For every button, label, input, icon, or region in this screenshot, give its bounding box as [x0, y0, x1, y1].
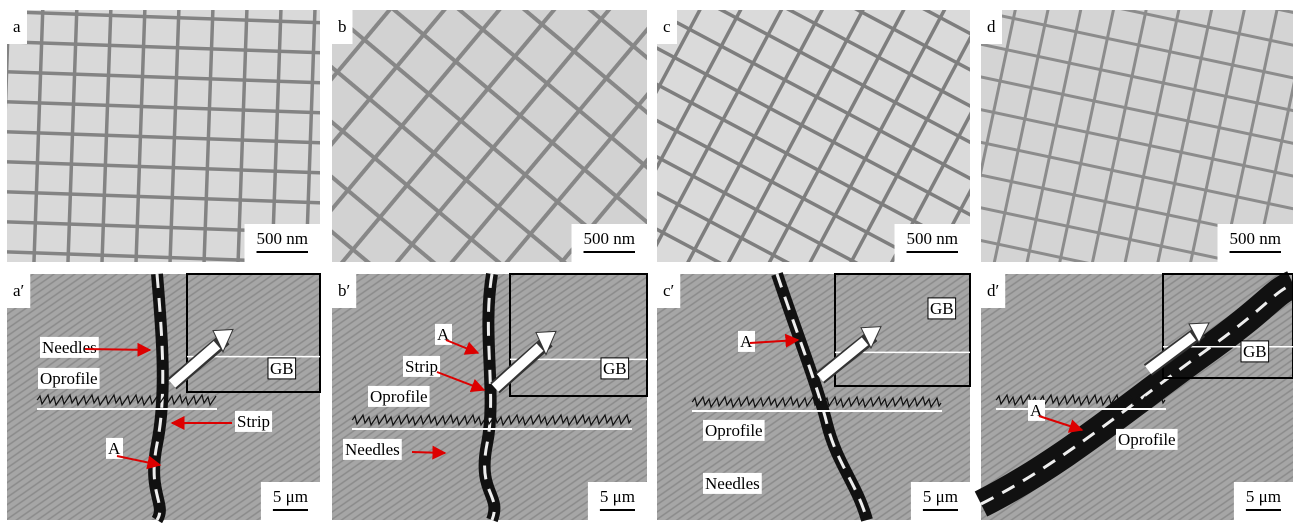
red-arrow — [412, 452, 445, 453]
panel-label: a′ — [13, 281, 24, 300]
scale-bar-label: 500 nm — [1230, 229, 1281, 248]
scale-bar-label: 5 μm — [1246, 487, 1281, 506]
panel: A Oprofile Needles GB c′ 5 μm — [657, 274, 970, 520]
panel: b 500 nm — [332, 10, 647, 262]
panel: Needles Oprofile Strip A GB a′ 5 μm — [7, 274, 320, 520]
scale-bar-label: 5 μm — [600, 487, 635, 506]
annotation: Needles — [42, 338, 97, 357]
annotation: GB — [930, 299, 954, 318]
panel-label: d — [987, 17, 996, 36]
annotation: Oprofile — [705, 421, 763, 440]
annotation: GB — [1243, 342, 1267, 361]
annotation: A — [740, 332, 753, 351]
panel: d 500 nm — [981, 10, 1293, 262]
annotation: Needles — [705, 474, 760, 493]
annotation: Strip — [405, 357, 438, 376]
annotation: Strip — [237, 412, 270, 431]
panel-label: b — [338, 17, 347, 36]
panel: c 500 nm — [657, 10, 970, 262]
annotation: Oprofile — [40, 369, 98, 388]
annotation: Oprofile — [1118, 430, 1176, 449]
scale-bar-label: 500 nm — [907, 229, 958, 248]
red-arrow — [85, 349, 150, 350]
annotation: GB — [603, 359, 627, 378]
panel-label: c — [663, 17, 671, 36]
annotation: A — [108, 439, 121, 458]
annotation: Needles — [345, 440, 400, 459]
panel-label: b′ — [338, 281, 350, 300]
annotation: GB — [270, 359, 294, 378]
panel-label: c′ — [663, 281, 674, 300]
panel: a 500 nm — [7, 10, 320, 262]
annotation: Oprofile — [370, 387, 428, 406]
scale-bar-label: 5 μm — [273, 487, 308, 506]
panel-label: a — [13, 17, 21, 36]
scale-bar-label: 500 nm — [257, 229, 308, 248]
figure: a 500 nm b 500 nm c 500 nm d 500 nm Needles Oprof… — [0, 0, 1293, 523]
scale-bar-label: 5 μm — [923, 487, 958, 506]
panel-label: d′ — [987, 281, 999, 300]
scale-bar-label: 500 nm — [584, 229, 635, 248]
